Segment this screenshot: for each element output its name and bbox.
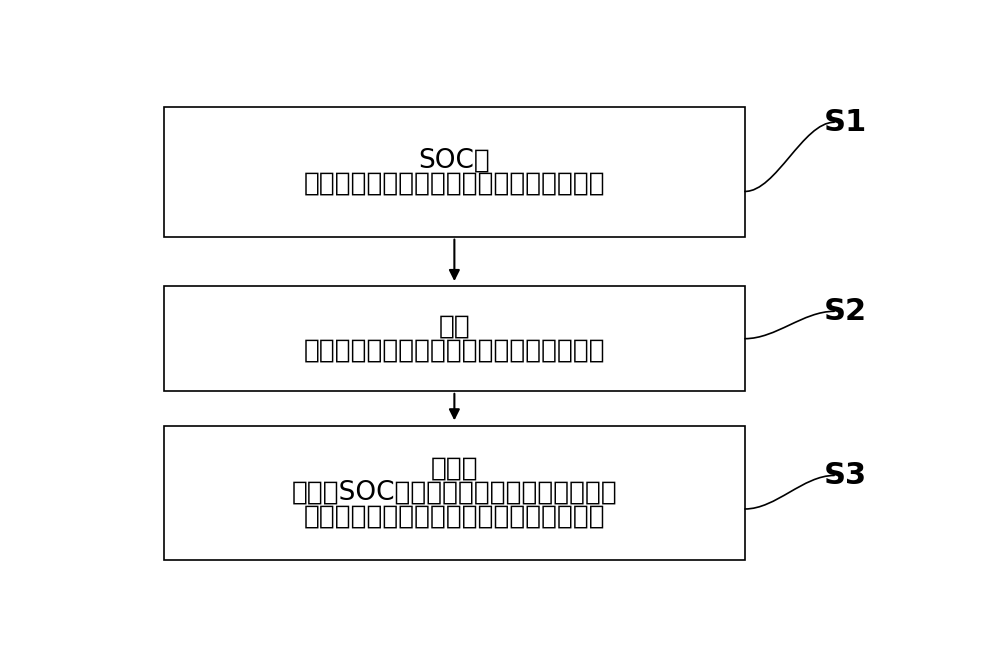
Bar <box>164 426 745 560</box>
Text: 确定整车需求功率所处的燃料电池功率阈值: 确定整车需求功率所处的燃料电池功率阈值 <box>304 338 605 364</box>
Text: SOC值: SOC值 <box>418 147 490 173</box>
Text: S3: S3 <box>824 461 867 490</box>
Text: 范围和SOC值控制燃料电池和动力电池的输: 范围和SOC值控制燃料电池和动力电池的输 <box>292 480 617 506</box>
Text: S2: S2 <box>824 297 867 326</box>
Text: S1: S1 <box>824 108 867 137</box>
Text: 获取整车需求功率，以及，获取动力电池的: 获取整车需求功率，以及，获取动力电池的 <box>304 171 605 197</box>
Bar <box>164 107 745 236</box>
Text: 出功率: 出功率 <box>431 456 478 482</box>
Text: 范围: 范围 <box>438 314 470 340</box>
Text: 根据整车需求功率所处的燃料电池功率阈值: 根据整车需求功率所处的燃料电池功率阈值 <box>304 504 605 530</box>
Bar <box>164 286 745 391</box>
